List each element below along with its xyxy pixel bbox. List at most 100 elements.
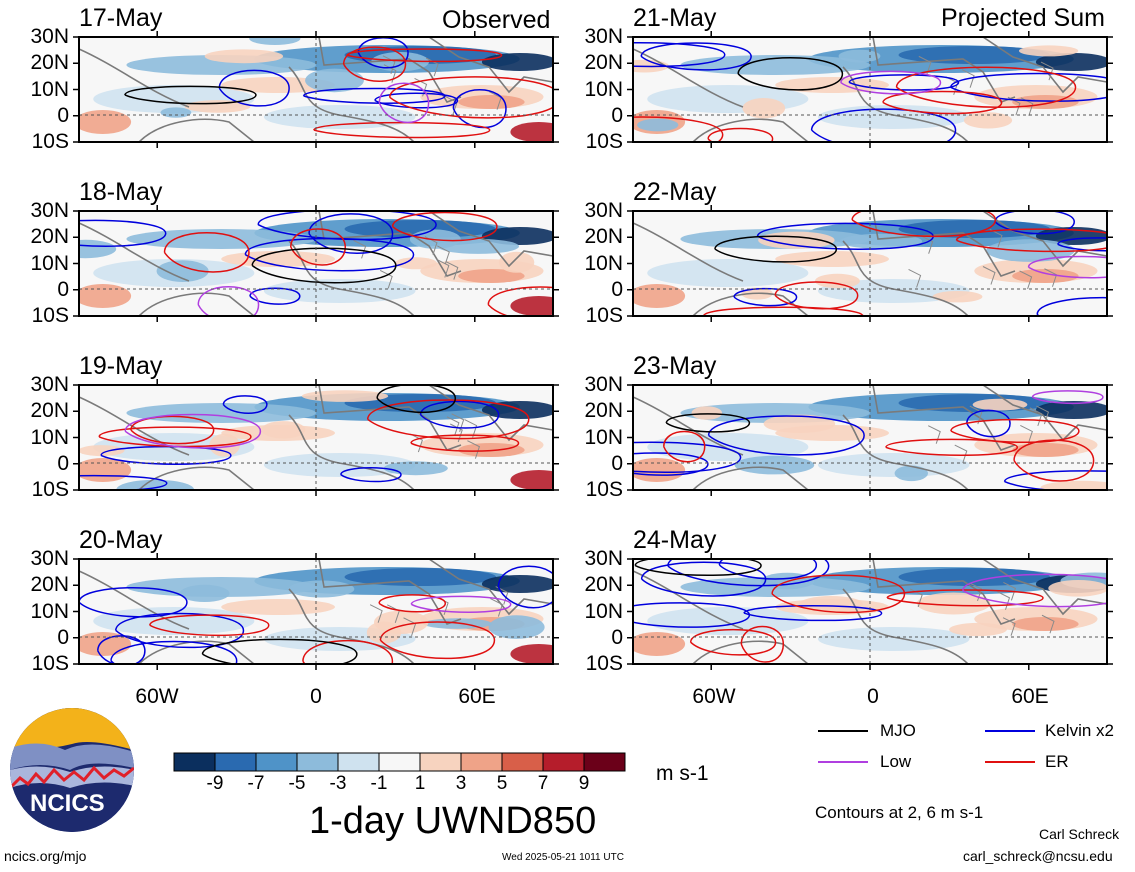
timestamp: Wed 2025-05-21 1011 UTC	[502, 852, 624, 863]
border-line	[1041, 614, 1055, 634]
lat-tick-label: 20N	[30, 51, 69, 75]
contour-line	[110, 640, 238, 664]
lat-tick-label: 30N	[30, 373, 69, 396]
anomaly-shade	[647, 607, 809, 635]
colorbar-swatch	[460, 752, 503, 772]
contour-line	[665, 413, 751, 433]
anomaly-shade	[394, 257, 438, 270]
coastline	[633, 222, 744, 282]
anomaly-shade	[647, 259, 809, 287]
contour-line	[124, 413, 262, 449]
border-line	[436, 259, 450, 278]
colorbar-swatch	[542, 752, 585, 772]
contour-line	[410, 595, 512, 613]
contour-line	[124, 85, 257, 105]
border-line	[464, 419, 478, 438]
anomaly-shade	[481, 401, 553, 419]
contour-line	[218, 69, 290, 107]
panel-date-20-May: 20-May	[79, 526, 163, 554]
colorbar-label: -7	[247, 773, 265, 794]
colorbar-swatch	[501, 752, 544, 772]
contour-line	[663, 430, 706, 463]
lat-tick-label: 10N	[30, 251, 69, 275]
lat-tick-label: 0	[57, 451, 69, 475]
anomaly-shade	[221, 599, 335, 615]
contour-line	[391, 211, 498, 242]
colorbar-label: 9	[578, 773, 590, 794]
anomaly-shade	[498, 251, 535, 273]
colorbar-label: -9	[206, 773, 224, 794]
lat-tick-label: 20N	[30, 225, 69, 249]
border-line	[410, 433, 423, 453]
contour-line	[848, 74, 960, 91]
anomaly-shade	[126, 229, 316, 249]
anomaly-shade	[204, 49, 284, 64]
contour-line	[340, 467, 402, 483]
contour-line	[633, 116, 724, 142]
contour-line	[308, 213, 394, 255]
lat-tick-label: 0	[611, 625, 623, 649]
colorbar-swatch	[583, 752, 626, 772]
anomaly-shade	[481, 575, 553, 593]
lat-tick-label: 20N	[30, 573, 69, 597]
contour-line	[357, 37, 409, 69]
contour-line	[410, 434, 520, 452]
anomaly-shade	[817, 453, 970, 477]
border-line	[908, 269, 922, 288]
anomaly-shade	[734, 455, 815, 475]
border-line	[467, 440, 481, 459]
anomaly-shade	[458, 269, 525, 283]
contour-line	[1057, 237, 1107, 252]
author-email[interactable]: carl_schreck@ncsu.edu	[963, 848, 1113, 864]
panel-projected-4	[627, 553, 1113, 670]
contour-line	[251, 247, 397, 284]
anomaly-shade	[116, 479, 195, 490]
panel-projected-2	[627, 205, 1113, 322]
contour-line	[379, 621, 496, 660]
colorbar-swatch	[173, 752, 216, 772]
lat-tick-label: 30N	[584, 199, 623, 222]
contour-line	[487, 286, 553, 316]
lat-tick-label: 10S	[31, 478, 69, 501]
contour-line	[885, 438, 1019, 456]
anomaly-shade	[374, 610, 429, 634]
anomaly-shade	[510, 296, 553, 316]
lat-tick-label: 10S	[585, 130, 623, 153]
lat-tick-label: 10S	[585, 652, 623, 675]
legend-low-label: Low	[880, 752, 912, 771]
border-line	[1029, 407, 1043, 427]
border-line	[1019, 270, 1033, 290]
border-line	[954, 444, 968, 464]
contour-line	[419, 400, 500, 429]
contour-line	[222, 395, 268, 414]
anomaly-shade	[691, 406, 723, 420]
coastline	[138, 118, 255, 142]
anomaly-shade	[488, 615, 545, 639]
contour-line	[290, 228, 347, 266]
site-url[interactable]: ncics.org/mjo	[4, 848, 87, 864]
border-line	[961, 69, 975, 88]
anomaly-shade	[949, 622, 1007, 637]
coastline	[872, 211, 1016, 277]
coastline	[79, 222, 190, 282]
panel-projected-1	[627, 31, 1113, 148]
coastline	[318, 37, 462, 103]
anomaly-shade	[817, 627, 970, 651]
anomaly-shade	[481, 53, 553, 71]
anomaly-shade	[814, 273, 860, 289]
units-label: m s-1	[656, 762, 709, 785]
contour-line	[149, 614, 270, 637]
coastline	[79, 48, 190, 108]
anomaly-shade	[916, 592, 991, 615]
anomaly-shade	[742, 98, 786, 119]
anomaly-shade	[458, 95, 525, 109]
lat-tick-label: 10N	[584, 251, 623, 275]
lon-tick-0-right: 0	[867, 685, 879, 708]
anomaly-shade	[633, 284, 686, 308]
contour-line	[197, 286, 260, 316]
contour-line	[1027, 255, 1107, 279]
coastline	[428, 559, 553, 616]
border-line	[369, 604, 383, 623]
lat-tick-label: 0	[611, 103, 623, 127]
anomaly-shade	[510, 470, 553, 490]
